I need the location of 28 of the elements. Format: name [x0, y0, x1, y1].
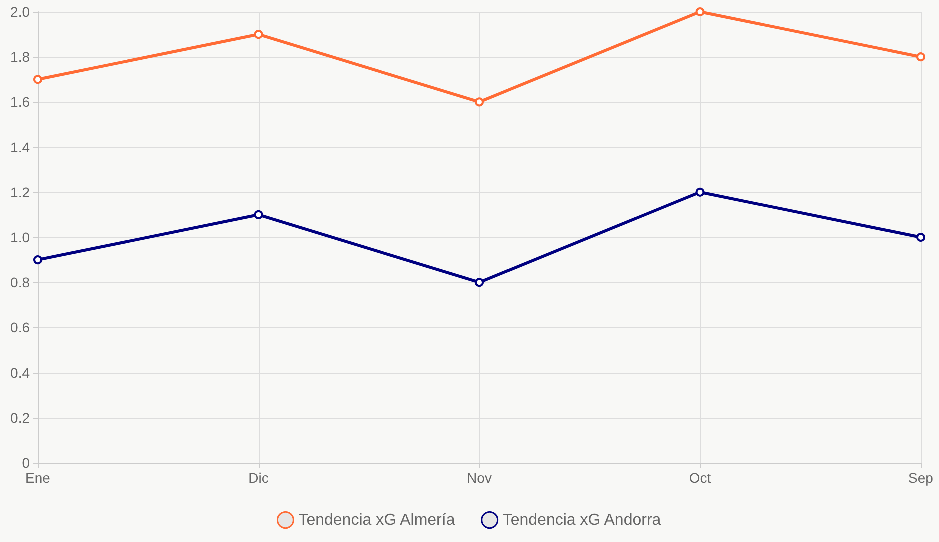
- point: [916, 52, 926, 62]
- y-tick-label: 1.4: [10, 139, 30, 156]
- y-tick-label: 0.6: [10, 320, 30, 336]
- y-tick-label: 1.2: [10, 184, 30, 200]
- point: [475, 278, 484, 288]
- y-tick-label: 1.0: [10, 230, 30, 246]
- x-tick-label: Dic: [248, 470, 269, 486]
- point: [34, 75, 42, 84]
- point: [696, 8, 705, 16]
- y-tick-label: 1.6: [10, 94, 30, 110]
- x-tick-label: Nov: [467, 470, 492, 486]
- point: [34, 256, 42, 265]
- y-tick-label: 0.8: [10, 274, 30, 291]
- point: [475, 98, 484, 107]
- x-tick-label: Ene: [26, 470, 51, 486]
- y-tick-label: 0.2: [10, 410, 30, 426]
- y-tick-label: 1.8: [10, 49, 30, 66]
- y-tick-label: 0.4: [10, 364, 30, 381]
- point: [916, 233, 926, 242]
- y-tick-label: 0: [22, 455, 30, 471]
- point: [254, 210, 264, 220]
- legend-label: Tendencia xG Almería: [298, 512, 456, 529]
- y-tick-label: 2.0: [10, 4, 30, 20]
- x-tick-label: Sep: [908, 470, 934, 486]
- point: [254, 30, 264, 40]
- point: [696, 188, 705, 197]
- x-tick-label: Oct: [689, 470, 712, 486]
- legend-label: Tendencia xG Andorra: [502, 512, 662, 529]
